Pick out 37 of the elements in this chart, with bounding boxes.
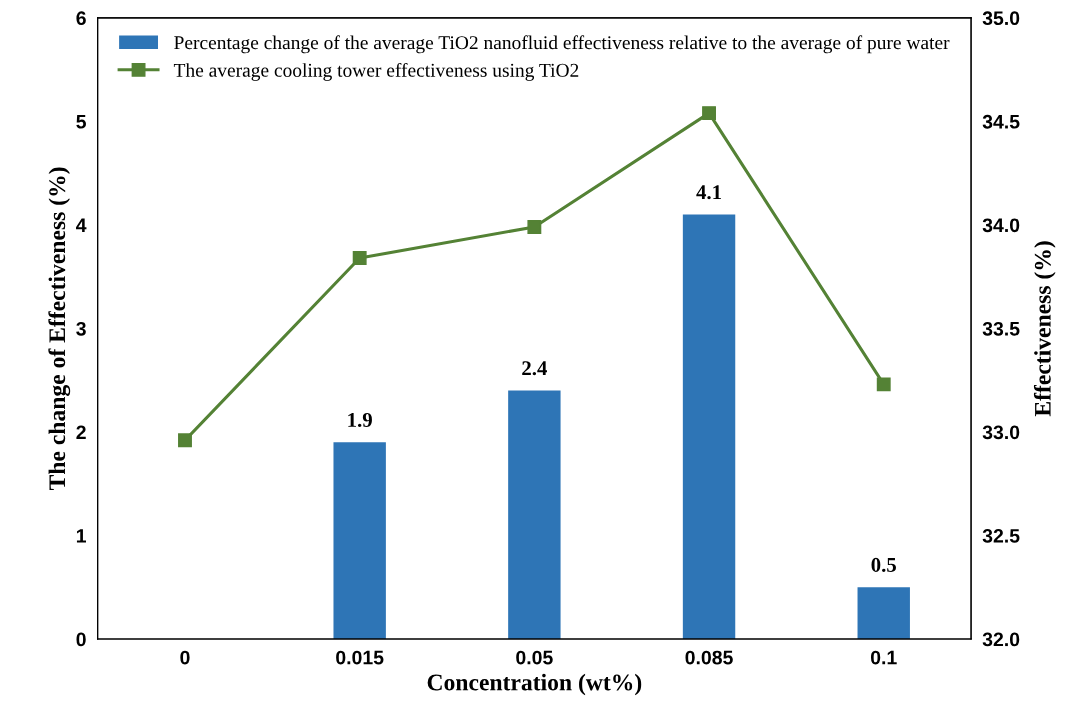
y2-tick-label: 34.0 [982, 218, 1020, 233]
x-tick-label: 0.1 [870, 650, 897, 665]
y2-tick-label: 32.0 [982, 632, 1020, 647]
data-label: 2.4 [522, 361, 547, 376]
y-tick-label: 1 [76, 529, 86, 543]
legend-label: Percentage change of the average TiO2 nanofluid effectiveness relative to the average of pure water [174, 35, 950, 54]
x-tick-label: 0 [180, 650, 190, 665]
y2-tick-label: 35.0 [982, 11, 1020, 26]
y-tick-label: 4 [76, 218, 87, 232]
y2-axis-title: Effectiveness (%) [1033, 241, 1056, 417]
point [178, 433, 192, 448]
x-axis-title: Concentration (wt%) [427, 673, 642, 696]
legend-label: The average cooling tower effectiveness using TiO2 [173, 62, 579, 81]
point [527, 220, 542, 234]
point [352, 251, 367, 265]
y-tick-label: 0 [76, 632, 86, 647]
data-label: 1.9 [348, 412, 372, 428]
data-label: 0.5 [871, 557, 896, 573]
y-tick-label: 6 [76, 11, 86, 26]
y-tick-label: 5 [76, 115, 86, 129]
bar [508, 390, 561, 640]
point [876, 377, 891, 392]
y2-tick-label: 32.5 [982, 528, 1020, 543]
bar [333, 442, 386, 640]
x-tick-label: 0.015 [336, 650, 384, 665]
y-tick-label: 2 [76, 425, 86, 440]
x-tick-label: 0.05 [516, 650, 553, 665]
bar [682, 214, 736, 640]
bar [857, 587, 910, 640]
y-tick-label: 3 [76, 321, 86, 336]
y2-tick-label: 33.5 [982, 321, 1020, 336]
x-tick-label: 0.085 [685, 650, 733, 665]
y2-tick-label: 34.5 [982, 114, 1020, 129]
data-label: 4.1 [696, 185, 721, 200]
y2-tick-label: 33.0 [982, 425, 1020, 440]
y-axis-title: The change of Effectiveness (%) [48, 167, 71, 491]
point [702, 106, 716, 121]
